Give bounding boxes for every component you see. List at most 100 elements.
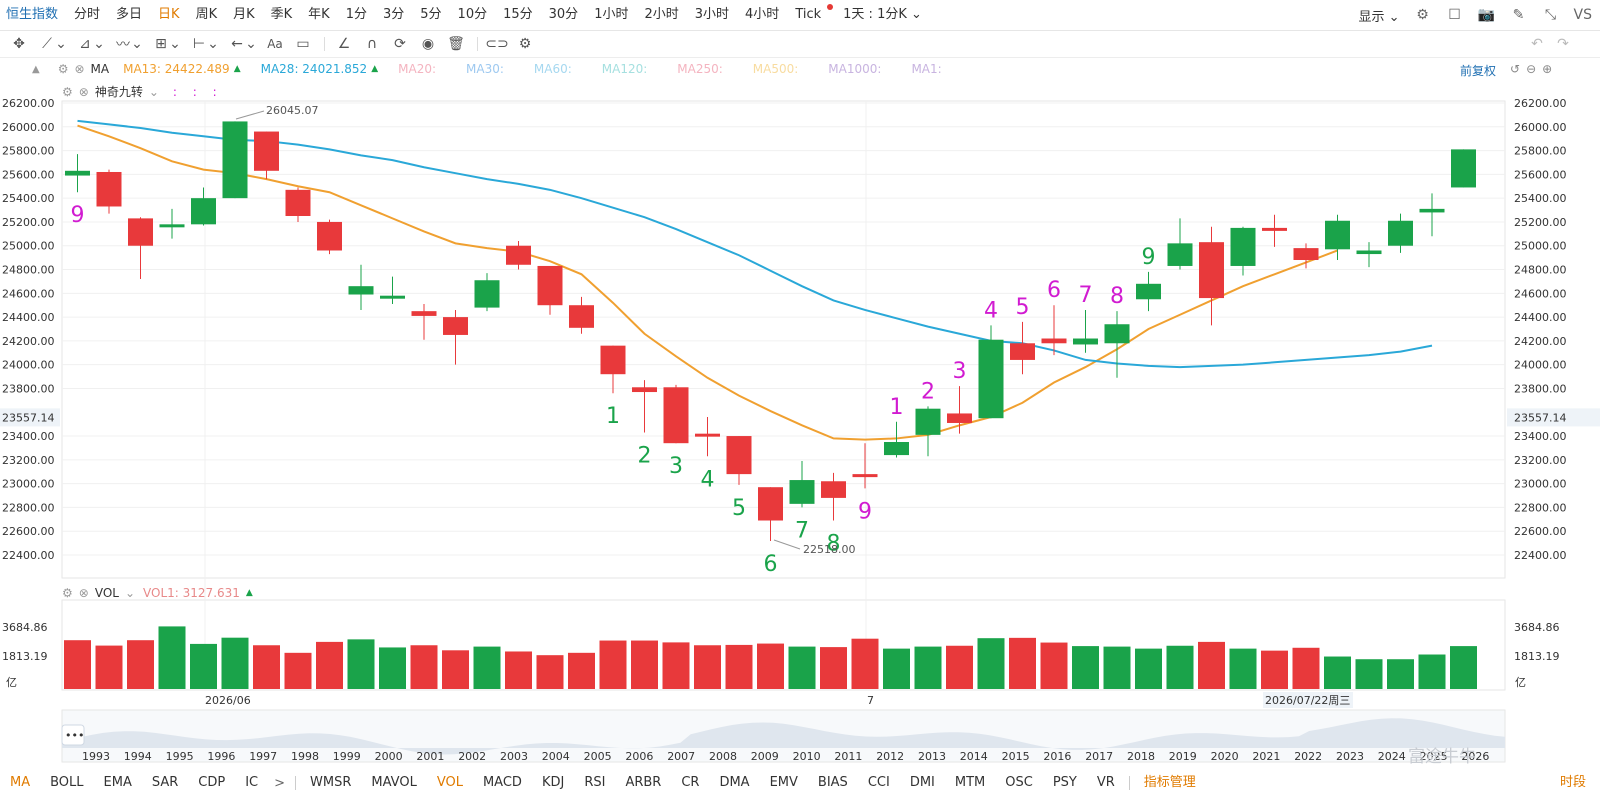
period-tab[interactable]: 多日 (116, 7, 143, 22)
chevron-down-icon[interactable]: ⌄ (169, 36, 181, 52)
navigator-year-label: 2019 (1169, 750, 1197, 763)
volume-bar (1292, 647, 1320, 689)
trash-icon[interactable]: 🗑 (447, 36, 465, 52)
measure-tool-icon[interactable]: ⊢ (192, 36, 206, 52)
eye-icon[interactable]: ◉ (421, 36, 435, 52)
period-tab[interactable]: 30分 (548, 7, 579, 22)
indicator-tab[interactable]: IC (245, 775, 259, 790)
indicator-tab[interactable]: KDJ (541, 775, 565, 790)
close-icon[interactable]: ⊗ (78, 586, 89, 600)
undo-icon[interactable]: ↶ (1531, 36, 1543, 52)
pen-icon[interactable]: ✎ (1512, 7, 1525, 23)
period-tab[interactable]: 10分 (457, 7, 488, 22)
indicator-tab[interactable]: MTM (954, 775, 986, 790)
period-tab[interactable]: 季K (270, 7, 293, 22)
fib-tool-icon[interactable]: ⊞ (155, 36, 167, 52)
collapse-icon[interactable]: ⤡ (1544, 7, 1557, 23)
chevron-down-icon[interactable]: ⌄ (93, 36, 105, 52)
indicator-tab[interactable]: DMI (909, 775, 935, 790)
indicator-tab[interactable]: EMA (103, 775, 132, 790)
line-tool-icon[interactable]: ⟋ (42, 36, 52, 52)
minus-icon[interactable]: ⊖ (1526, 62, 1537, 76)
plus-icon[interactable]: ⊕ (1542, 62, 1553, 76)
close-icon[interactable]: ⊗ (74, 62, 85, 76)
period-tab[interactable]: 日K (158, 7, 180, 22)
period-tab[interactable]: 周K (195, 7, 218, 22)
camera-icon[interactable]: 📷 (1477, 7, 1496, 23)
arrow-tool-icon[interactable]: ← (231, 36, 243, 52)
indicator-tab[interactable]: VOL (436, 775, 463, 790)
sync-icon[interactable]: ⟳ (394, 36, 406, 52)
indicator-tab[interactable]: CDP (198, 775, 226, 790)
period-tab[interactable]: 1分 (345, 7, 367, 22)
range-select[interactable]: 1天 : 1分K ⌄ (835, 0, 930, 30)
square-icon[interactable]: ☐ (1448, 7, 1461, 23)
indicator-tab[interactable]: MA (10, 775, 31, 790)
redo-icon[interactable]: ↷ (1557, 36, 1569, 52)
indicator-tab[interactable]: BOLL (50, 775, 84, 790)
chevron-down-icon[interactable]: ⌄ (55, 36, 67, 52)
period-tab[interactable]: 1小时 (594, 7, 629, 22)
magnet-icon[interactable]: ∩ (366, 36, 378, 52)
adjust-button[interactable]: 前复权 (1460, 64, 1497, 78)
period-tab[interactable]: 15分 (503, 7, 533, 22)
reset-icon[interactable]: ↺ (1510, 62, 1521, 76)
gear-icon[interactable]: ⚙ (62, 84, 73, 99)
collapse-triangle-icon[interactable]: ▲ (32, 63, 40, 75)
period-tab[interactable]: 2小时 (644, 7, 679, 22)
link-icon[interactable]: ⊂⊃ (485, 36, 509, 52)
chevron-down-icon[interactable]: ⌄ (245, 36, 257, 52)
period-tab[interactable]: 3小时 (694, 7, 730, 22)
chevron-down-icon[interactable]: ⌄ (207, 36, 219, 52)
angle-tool-icon[interactable]: ∠ (337, 36, 351, 52)
chevron-down-icon[interactable]: ⌄ (124, 586, 136, 600)
indicator-tab[interactable]: MAVOL (371, 775, 417, 790)
gear-icon[interactable]: ⚙ (57, 62, 69, 76)
period-tab[interactable]: 4小时 (745, 7, 780, 22)
period-tab[interactable]: 年K (308, 7, 330, 22)
period-tab[interactable]: 5分 (420, 7, 442, 22)
chevron-right-icon[interactable]: > (274, 775, 286, 791)
indicator-tab[interactable]: DMA (719, 775, 750, 790)
period-tab[interactable]: Tick (795, 7, 822, 22)
period-tab[interactable]: 月K (233, 7, 255, 22)
gear-icon[interactable]: ⚙ (1416, 7, 1429, 23)
period-tab[interactable]: 3分 (382, 7, 405, 22)
display-menu[interactable]: 显示 ⌄ (1358, 6, 1399, 25)
vs-button[interactable]: VS (1573, 7, 1592, 23)
low-price-label: 22518.00 (803, 543, 856, 556)
channel-tool-icon[interactable]: ⊿ (79, 36, 91, 52)
close-icon[interactable]: ⊗ (78, 84, 89, 99)
indicator-tab[interactable]: ARBR (625, 775, 662, 790)
comment-tool-icon[interactable]: ▭ (296, 36, 310, 52)
nine-turn-label: 3 (953, 359, 967, 384)
indicator-tab[interactable]: EMV (769, 775, 798, 790)
indicator-tab[interactable]: CCI (867, 775, 890, 790)
indicator-tab[interactable]: OSC (1005, 775, 1033, 790)
text-tool-icon[interactable]: Aa (267, 37, 283, 51)
gear-icon[interactable]: ⚙ (62, 586, 73, 600)
indicator-manage-button[interactable]: 指标管理 (1143, 775, 1196, 790)
volume-bar (1229, 648, 1257, 689)
chevron-down-icon[interactable]: ⌄ (148, 84, 159, 99)
indicator-tab[interactable]: SAR (151, 775, 179, 790)
segment-button[interactable]: 时段 (1559, 775, 1586, 790)
range-label: 1天 : 1分K (843, 7, 907, 22)
chevron-down-icon[interactable]: ⌄ (131, 36, 143, 52)
index-title[interactable]: 恒生指数 (6, 7, 59, 22)
nine-turn-label: 8 (1110, 284, 1124, 309)
indicator-tab[interactable]: PSY (1052, 775, 1077, 790)
price-pane-frame (61, 100, 1506, 579)
indicator-tab[interactable]: WMSR (310, 775, 352, 790)
indicator-tab[interactable]: CR (681, 775, 700, 790)
indicator-tab[interactable]: BIAS (817, 775, 848, 790)
period-tab[interactable]: 分时 (74, 7, 101, 22)
move-icon[interactable]: ✥ (13, 36, 25, 52)
wave-tool-icon[interactable]: 〰 (116, 37, 130, 53)
indicator-tab[interactable]: MACD (482, 775, 522, 790)
candle-body (348, 286, 374, 295)
indicator-tab[interactable]: VR (1096, 775, 1115, 790)
indicator-tab[interactable]: RSI (584, 775, 606, 790)
settings-icon[interactable]: ⚙ (518, 36, 532, 52)
